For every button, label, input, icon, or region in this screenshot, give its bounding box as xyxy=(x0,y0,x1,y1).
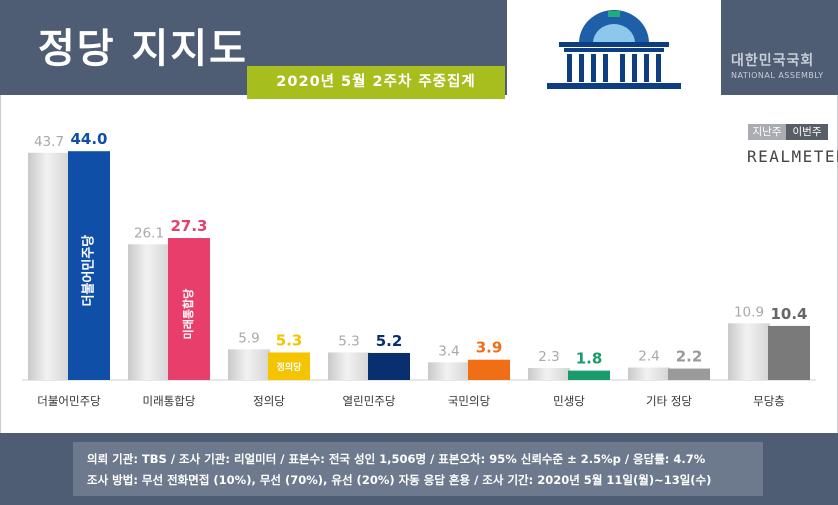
bar-current xyxy=(468,359,510,380)
value-label-previous: 10.9 xyxy=(734,304,764,320)
value-label-current: 2.2 xyxy=(676,348,703,366)
period-badge: 2020년 5월 2주차 주중집계 xyxy=(247,66,505,99)
bar-current xyxy=(168,238,210,380)
bar-previous xyxy=(228,349,270,380)
assembly-building-icon xyxy=(547,10,681,89)
value-label-previous: 2.3 xyxy=(538,349,559,365)
value-label-current: 1.8 xyxy=(576,350,603,368)
bar-previous xyxy=(528,368,570,380)
legend-previous-week: 지난주 xyxy=(748,124,786,140)
bar-current xyxy=(568,370,610,380)
bar-current xyxy=(368,352,410,380)
bar-previous xyxy=(328,352,370,380)
value-label-current: 10.4 xyxy=(770,305,807,323)
value-label-previous: 3.4 xyxy=(438,343,459,359)
value-label-current: 5.3 xyxy=(276,331,303,349)
assembly-logo xyxy=(507,0,721,95)
value-label-previous: 5.3 xyxy=(338,333,359,349)
value-label-current: 3.9 xyxy=(476,339,503,357)
value-label-current: 44.0 xyxy=(70,130,107,148)
bar-current xyxy=(668,368,710,380)
category-label: 정의당 xyxy=(253,394,285,408)
realmeter-logo: REALMETER xyxy=(747,147,838,166)
bar-current xyxy=(268,352,310,380)
value-label-previous: 43.7 xyxy=(34,134,64,150)
bar-previous xyxy=(628,367,670,380)
bar-previous xyxy=(28,152,70,380)
survey-info-line-2: 조사 방법: 무선 전화면접 (10%), 무선 (70%), 유선 (20%)… xyxy=(87,473,712,487)
bar-previous xyxy=(128,244,170,380)
category-label: 기타 정당 xyxy=(646,394,692,408)
value-label-previous: 2.4 xyxy=(638,349,659,365)
bar-previous xyxy=(428,362,470,380)
legend-current-week: 이번주 xyxy=(786,124,828,140)
value-label-current: 27.3 xyxy=(170,217,207,235)
page-title: 정당 지지도 xyxy=(38,26,248,72)
party-logo-text: 더불어민주당 xyxy=(81,235,97,307)
category-label: 무당층 xyxy=(753,394,785,408)
bar-current xyxy=(68,151,110,380)
value-label-current: 5.2 xyxy=(376,332,403,350)
survey-info-line-1: 의뢰 기관: TBS / 조사 기관: 리얼미터 / 표본수: 전국 성인 1,… xyxy=(87,452,706,466)
party-logo-text: 미래통합당 xyxy=(181,289,195,340)
value-label-previous: 26.1 xyxy=(134,225,164,241)
category-label: 미래통합당 xyxy=(143,394,196,408)
assembly-name-en: NATIONAL ASSEMBLY xyxy=(731,71,824,80)
category-label: 더불어민주당 xyxy=(37,394,101,408)
category-label: 민생당 xyxy=(553,394,585,408)
footer: 의뢰 기관: TBS / 조사 기관: 리얼미터 / 표본수: 전국 성인 1,… xyxy=(0,433,838,505)
bar-current xyxy=(768,325,810,380)
assembly-name: 대한민국국회 xyxy=(731,53,815,69)
category-label: 국민의당 xyxy=(448,394,491,408)
category-label: 열린민주당 xyxy=(343,394,396,408)
value-label-previous: 5.9 xyxy=(238,330,259,346)
party-logo-text: 정의당 xyxy=(277,361,303,373)
bar-previous xyxy=(728,323,770,380)
survey-info-box: 의뢰 기관: TBS / 조사 기관: 리얼미터 / 표본수: 전국 성인 1,… xyxy=(73,442,763,496)
